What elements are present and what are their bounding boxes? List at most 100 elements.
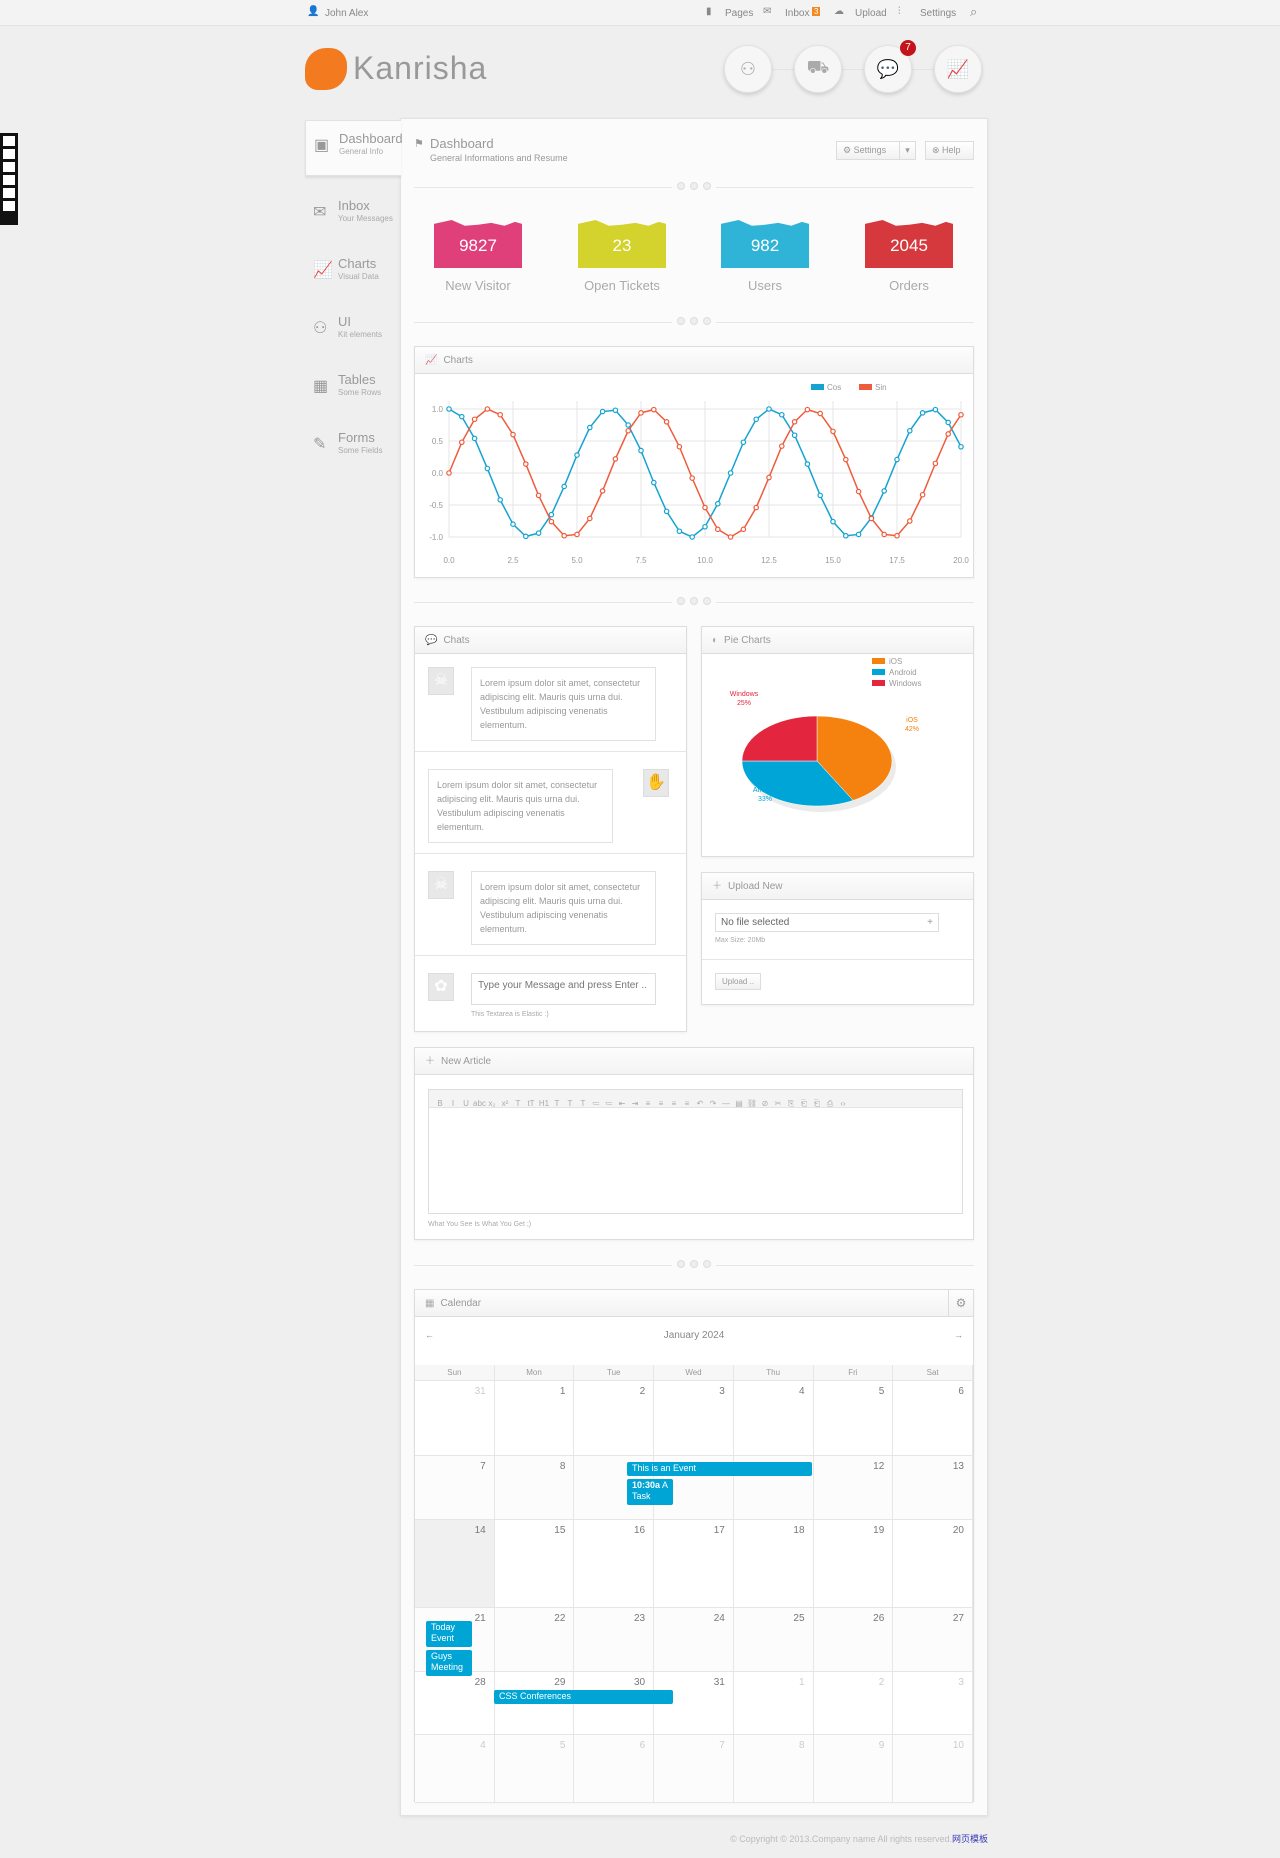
- calendar-day[interactable]: 15: [494, 1520, 575, 1608]
- editor-toolbar-button[interactable]: T: [580, 1099, 586, 1108]
- stat-new-visitor[interactable]: 9827: [434, 220, 522, 268]
- editor-toolbar-button[interactable]: U: [463, 1099, 469, 1108]
- editor-toolbar-button[interactable]: ≔: [605, 1099, 613, 1108]
- topbar-pages[interactable]: Pages: [725, 8, 754, 19]
- calendar-day[interactable]: 20: [893, 1520, 973, 1608]
- calendar-day[interactable]: 8: [733, 1735, 814, 1803]
- calendar-day[interactable]: 16: [574, 1520, 655, 1608]
- stat-orders[interactable]: 2045: [865, 220, 953, 268]
- calendar-day[interactable]: 10: [893, 1735, 973, 1803]
- stat-open-tickets[interactable]: 23: [578, 220, 666, 268]
- calendar-day[interactable]: 27: [893, 1608, 973, 1672]
- topbar-inbox[interactable]: Inbox: [785, 8, 810, 19]
- calendar-day[interactable]: 28: [415, 1672, 495, 1735]
- calendar-day[interactable]: 7: [415, 1456, 495, 1520]
- sidebar-item-dashboard[interactable]: ▣ Dashboard General Info: [305, 120, 403, 176]
- footer-link[interactable]: 网页模板: [951, 1834, 988, 1844]
- calendar-day[interactable]: 2: [574, 1381, 655, 1456]
- users-icon[interactable]: ⚇: [724, 45, 772, 93]
- calendar-day[interactable]: 22: [494, 1608, 575, 1672]
- editor-toolbar-button[interactable]: ↶: [696, 1099, 704, 1108]
- editor-toolbar-button[interactable]: ≡: [684, 1099, 690, 1108]
- editor-toolbar-button[interactable]: ≡: [645, 1099, 651, 1108]
- editor-toolbar-button[interactable]: ‹›: [840, 1099, 846, 1108]
- calendar-day[interactable]: 2: [813, 1672, 894, 1735]
- calendar-day[interactable]: 4: [415, 1735, 495, 1803]
- calendar-event[interactable]: Today Event: [426, 1621, 472, 1647]
- editor-toolbar-button[interactable]: x²: [501, 1099, 509, 1108]
- calendar-day[interactable]: 31: [415, 1381, 495, 1456]
- editor-toolbar-button[interactable]: ✂: [774, 1099, 782, 1108]
- editor-toolbar-button[interactable]: ≡: [658, 1099, 664, 1108]
- calendar-day[interactable]: 3: [654, 1381, 734, 1456]
- plus-icon[interactable]: +: [927, 917, 933, 928]
- sidebar-item-charts[interactable]: 📈 Charts Visual Data: [305, 246, 401, 302]
- sidebar-item-inbox[interactable]: ✉ Inbox Your Messages: [305, 188, 401, 244]
- topbar-upload[interactable]: Upload: [855, 8, 887, 19]
- style-switcher[interactable]: [0, 133, 18, 225]
- editor-toolbar-button[interactable]: ≔: [592, 1099, 600, 1108]
- editor-toolbar-button[interactable]: ≡: [671, 1099, 677, 1108]
- editor-toolbar-button[interactable]: ↷: [709, 1099, 717, 1108]
- calendar-day[interactable]: 1: [733, 1672, 814, 1735]
- prev-month-button[interactable]: ←: [425, 1330, 434, 1340]
- calendar-day[interactable]: 6: [893, 1381, 973, 1456]
- editor-toolbar-button[interactable]: —: [722, 1099, 730, 1108]
- calendar-day[interactable]: 4: [733, 1381, 814, 1456]
- editor-toolbar-button[interactable]: I: [451, 1099, 455, 1108]
- chevron-down-icon[interactable]: ▾: [899, 142, 915, 159]
- calendar-event[interactable]: CSS Conferences: [494, 1690, 673, 1704]
- calendar-day[interactable]: 8: [494, 1456, 575, 1520]
- editor-toolbar-button[interactable]: ⊘: [761, 1099, 769, 1108]
- calendar-day[interactable]: 23: [574, 1608, 655, 1672]
- calendar-day[interactable]: 5: [813, 1381, 894, 1456]
- settings-button[interactable]: ⚙ Settings ▾: [836, 141, 916, 160]
- calendar-event[interactable]: Guys Meeting: [426, 1650, 472, 1676]
- editor-toolbar-button[interactable]: H1: [538, 1099, 550, 1108]
- calendar-day[interactable]: 9: [813, 1735, 894, 1803]
- editor-toolbar-button[interactable]: abc: [473, 1099, 486, 1108]
- calendar-event[interactable]: 10:30a A Task: [627, 1479, 673, 1505]
- calendar-day[interactable]: 13: [893, 1456, 973, 1520]
- editor-toolbar-button[interactable]: tT: [527, 1099, 535, 1108]
- calendar-day[interactable]: 25: [733, 1608, 814, 1672]
- chart-icon[interactable]: 📈: [934, 45, 982, 93]
- editor-toolbar-button[interactable]: T: [554, 1099, 560, 1108]
- editor-toolbar-button[interactable]: x₂: [488, 1099, 496, 1108]
- editor-toolbar-button[interactable]: ▤: [735, 1099, 743, 1108]
- editor-toolbar-button[interactable]: B: [437, 1099, 443, 1108]
- next-month-button[interactable]: →: [954, 1330, 963, 1340]
- upload-button[interactable]: Upload ..: [715, 973, 762, 990]
- calendar-day[interactable]: 1: [494, 1381, 575, 1456]
- calendar-day[interactable]: 6: [574, 1735, 655, 1803]
- editor-toolbar-button[interactable]: T: [567, 1099, 573, 1108]
- gear-icon[interactable]: ⚙: [948, 1290, 973, 1316]
- calendar-day[interactable]: 7: [654, 1735, 734, 1803]
- help-button[interactable]: ⊗ Help: [925, 141, 974, 160]
- calendar-event[interactable]: This is an Event: [627, 1462, 812, 1476]
- chat-message-input[interactable]: [471, 973, 656, 1005]
- stat-users[interactable]: 982: [721, 220, 809, 268]
- calendar-day[interactable]: 17: [654, 1520, 734, 1608]
- calendar-day[interactable]: 14: [415, 1520, 495, 1608]
- topbar-settings[interactable]: Settings: [920, 8, 957, 19]
- file-input[interactable]: No file selected +: [715, 913, 939, 932]
- calendar-day[interactable]: 26: [813, 1608, 894, 1672]
- sidebar-item-forms[interactable]: ✎ Forms Some Fields: [305, 420, 401, 476]
- user-name[interactable]: John Alex: [325, 8, 369, 19]
- search-icon[interactable]: ⌕: [970, 4, 978, 19]
- sidebar-item-ui[interactable]: ⚇ UI Kit elements: [305, 304, 401, 360]
- truck-icon[interactable]: ⛟: [794, 45, 842, 93]
- calendar-day[interactable]: 12: [813, 1456, 894, 1520]
- editor-toolbar-button[interactable]: ⎗: [800, 1099, 808, 1108]
- editor-toolbar-button[interactable]: T: [515, 1099, 521, 1108]
- brand-name[interactable]: Kanrisha: [353, 50, 488, 86]
- editor-toolbar-button[interactable]: ⛓: [746, 1099, 758, 1108]
- calendar-day[interactable]: 5: [494, 1735, 575, 1803]
- editor-toolbar-button[interactable]: ⎗: [813, 1099, 821, 1108]
- calendar-day[interactable]: 24: [654, 1608, 734, 1672]
- sidebar-item-tables[interactable]: ▦ Tables Some Rows: [305, 362, 401, 418]
- editor-toolbar-button[interactable]: ⎘: [787, 1099, 795, 1108]
- editor-toolbar-button[interactable]: ⇤: [618, 1099, 626, 1108]
